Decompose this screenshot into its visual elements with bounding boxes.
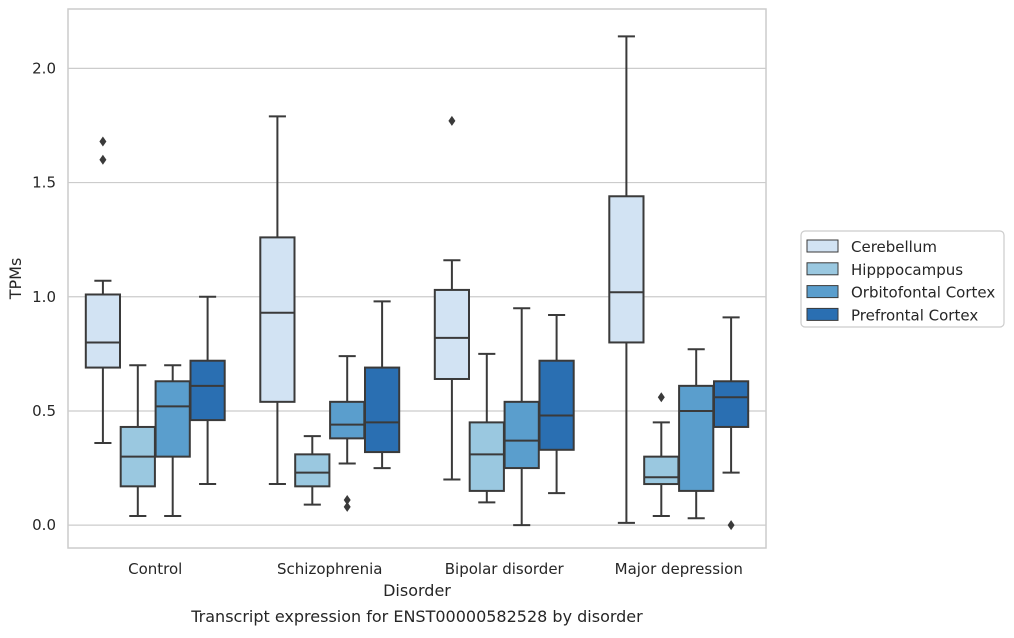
box-major-depression-prefrontal-cortex [712, 316, 750, 531]
legend-label: Prefrontal Cortex [851, 306, 978, 324]
outlier-point [448, 115, 456, 126]
y-tick-label: 0.5 [32, 402, 56, 420]
x-tick-label: Control [128, 560, 182, 578]
box-major-depression-orbitofontal-cortex [678, 348, 715, 520]
box-schizophrenia-cerebellum [259, 115, 296, 486]
box-schizophrenia-hipppocampus [294, 435, 331, 506]
outlier-point [99, 154, 107, 165]
x-tick-labels: Control Schizophrenia Bipolar disorder Majo… [128, 560, 743, 578]
legend-frame [800, 230, 1005, 328]
legend-swatch [806, 262, 839, 276]
box-iqr [538, 359, 575, 451]
y-axis-label: TPMs [6, 258, 25, 301]
box-control-orbitofontal-cortex [154, 364, 191, 518]
y-tick-label: 0.0 [32, 516, 56, 534]
box-iqr [608, 195, 645, 344]
box-bipolar-disorder-hipppocampus [468, 352, 505, 504]
box-iqr [84, 293, 122, 369]
outlier-point [343, 501, 351, 512]
legend-label: Cerebellum [851, 238, 937, 256]
box-iqr [154, 380, 191, 458]
x-tick-label: Schizophrenia [277, 560, 382, 578]
plot-frame [67, 8, 767, 549]
outlier-point [657, 392, 665, 403]
box-bipolar-disorder-cerebellum [433, 115, 471, 481]
box-bipolar-disorder-orbitofontal-cortex [503, 307, 540, 527]
box-iqr [503, 400, 540, 470]
legend-label: Orbitofontal Cortex [851, 284, 995, 302]
box-iqr [678, 384, 715, 492]
box-control-cerebellum [84, 136, 122, 444]
box-control-prefrontal-cortex [189, 295, 226, 486]
box-iqr [433, 288, 471, 380]
box-major-depression-hipppocampus [643, 392, 680, 518]
box-iqr [259, 236, 296, 403]
box-groups [84, 35, 750, 531]
box-iqr [363, 366, 401, 454]
chart-caption: Transcript expression for ENST0000058252… [190, 607, 643, 626]
x-tick-label: Major depression [615, 560, 743, 578]
box-schizophrenia-prefrontal-cortex [363, 300, 401, 470]
box-iqr [329, 400, 366, 440]
y-tick-label: 2.0 [32, 59, 56, 77]
legend-label: Hipppocampus [851, 261, 963, 279]
legend-swatch [806, 307, 839, 321]
box-iqr [468, 421, 505, 492]
outlier-point [727, 520, 735, 531]
legend: Cerebellum Hipppocampus Orbitofontal Corte… [800, 230, 1005, 328]
y-tick-label: 1.5 [32, 174, 56, 192]
x-tick-label: Bipolar disorder [445, 560, 565, 578]
box-iqr [189, 359, 226, 422]
outlier-point [99, 136, 107, 147]
box-iqr [712, 380, 750, 428]
box-bipolar-disorder-prefrontal-cortex [538, 314, 575, 495]
box-schizophrenia-orbitofontal-cortex [329, 355, 366, 512]
box-major-depression-cerebellum [608, 35, 645, 524]
y-tick-labels: 0.0 0.5 1.0 1.5 2.0 [32, 59, 56, 534]
y-tick-label: 1.0 [32, 288, 56, 306]
box-control-hipppocampus [119, 364, 156, 518]
legend-swatch [806, 239, 839, 253]
box-iqr [294, 453, 331, 488]
x-axis-label: Disorder [383, 581, 451, 600]
legend-swatch [806, 285, 839, 299]
outlier-point [343, 495, 351, 506]
box-iqr [643, 455, 680, 486]
